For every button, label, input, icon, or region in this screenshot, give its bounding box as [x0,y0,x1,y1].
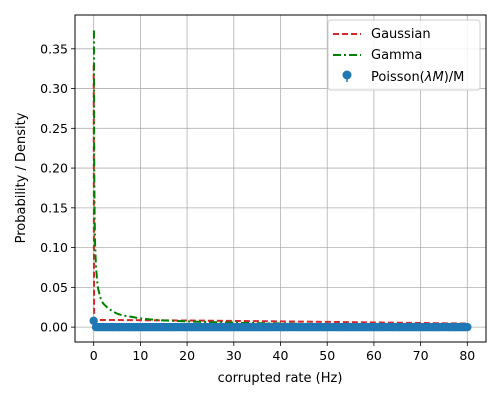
x-tick-label: 70 [413,348,429,363]
x-axis-label: corrupted rate (Hz) [218,371,343,386]
y-tick-label: 0.20 [40,161,68,176]
y-tick-label: 0.35 [40,41,68,56]
legend-label-poisson-suffix: )/M [444,70,465,85]
legend-frame [327,19,481,91]
series-line-gaussian [92,64,468,325]
legend-label-poisson-prefix: Poisson( [371,70,425,85]
poisson-point [463,322,472,332]
legend-swatch-poisson [342,70,352,80]
x-tick-label: 40 [273,348,289,363]
y-tick-label: 0.30 [40,81,68,96]
series-layer [89,30,472,332]
y-tick-label: 0.10 [40,240,68,255]
x-tick-label: 20 [179,348,195,363]
tick-layer: 0 10 20 30 40 50 60 70 80 0.00 0.05 0.10 0.15 0.20 0.2… [40,41,475,363]
legend-label-poisson-math: λM [424,70,444,85]
y-tick-label: 0.00 [40,320,68,335]
y-tick-label: 0.15 [40,200,68,215]
legend-label-poisson: Poisson(λM)/M [371,70,464,85]
y-tick-label: 0.25 [40,121,68,136]
x-tick-label: 50 [319,348,335,363]
x-tick-label: 30 [226,348,242,363]
x-tick-label: 10 [132,348,148,363]
legend-label-gaussian: Gaussian [371,27,431,42]
x-tick-label: 0 [90,348,98,363]
legend: Gaussian Gamma Poisson(λM)/M [327,19,481,91]
y-axis-label: Probability / Density [14,112,29,243]
series-markers-poisson-lambda-m-m [89,316,472,332]
x-tick-label: 80 [459,348,475,363]
x-tick-label: 60 [366,348,382,363]
legend-label-gamma: Gamma [371,48,422,63]
y-tick-label: 0.05 [40,280,68,295]
poisson-point [89,316,98,325]
